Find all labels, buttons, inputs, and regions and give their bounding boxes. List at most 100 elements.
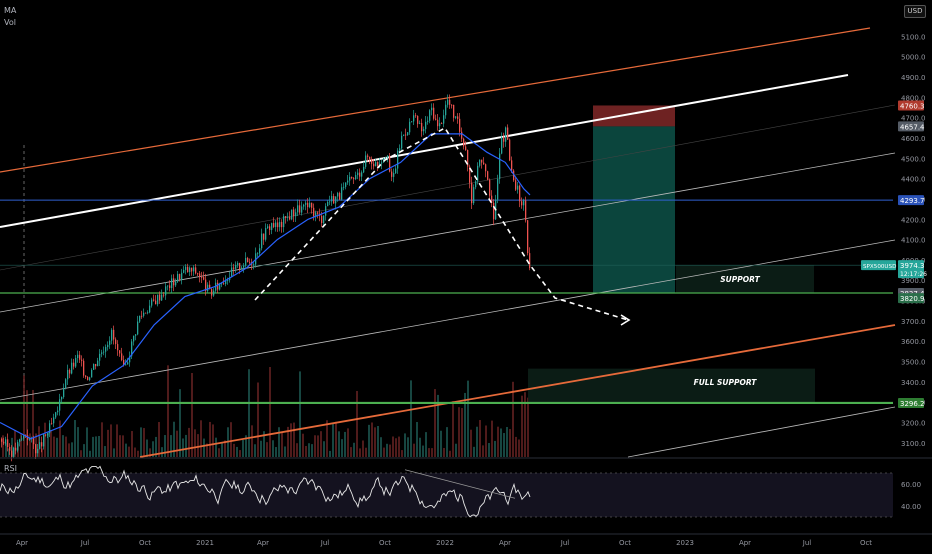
volume-bar: [326, 420, 328, 457]
price-label-text: 4657.4: [900, 123, 925, 131]
candle-body: [349, 176, 351, 181]
volume-bar: [167, 365, 169, 457]
candle-body: [337, 193, 339, 197]
candle-body: [447, 99, 449, 105]
vol-legend[interactable]: Vol: [4, 18, 16, 27]
candle-body: [201, 277, 203, 278]
candle-body: [119, 350, 121, 354]
candle-body: [483, 162, 485, 165]
take-profit-zone[interactable]: [593, 126, 675, 294]
candle-body: [445, 104, 447, 116]
rsi-trendline[interactable]: [404, 469, 516, 499]
volume-bar: [5, 443, 7, 457]
volume-bar: [335, 421, 337, 457]
candle-body: [475, 181, 477, 188]
rsi-tick-label: 40.00: [901, 503, 921, 511]
candle-body: [359, 172, 361, 177]
candle-body: [141, 315, 143, 317]
lower-channel-line[interactable]: [139, 324, 896, 458]
volume-bar: [203, 438, 205, 457]
trendlines: [0, 27, 896, 458]
candle-body: [249, 262, 251, 263]
volume-bar: [329, 450, 331, 457]
volume-bar: [20, 433, 22, 457]
time-tick-label: 2021: [196, 539, 214, 547]
volume-bar: [206, 443, 208, 457]
volume-bar: [164, 435, 166, 457]
candle-body: [57, 410, 59, 413]
price-tick-label: 4500.0: [901, 155, 926, 163]
price-tick-label: 4400.0: [901, 176, 926, 184]
bottom-channel-line[interactable]: [627, 406, 896, 458]
volume-bar: [290, 423, 292, 457]
full-support-zone: [528, 368, 815, 403]
moving-average-line[interactable]: [0, 133, 531, 440]
stop-loss-zone[interactable]: [593, 105, 675, 127]
candle-body: [39, 442, 41, 449]
currency-button[interactable]: USD: [904, 5, 926, 18]
candle-body: [353, 178, 355, 180]
price-label: 12:17:26: [898, 268, 927, 279]
price-tick-label: 3200.0: [901, 419, 926, 427]
candle-body: [245, 257, 247, 266]
mid-channel-line[interactable]: [0, 152, 896, 313]
candle-body: [287, 216, 289, 218]
candle-body: [41, 442, 43, 447]
price-axis[interactable]: 3100.03200.03300.03400.03500.03600.03700…: [901, 33, 926, 447]
volume-bar: [107, 429, 109, 457]
candle-body: [197, 273, 199, 275]
time-tick-label: Oct: [860, 539, 872, 547]
volume-bar: [71, 442, 73, 457]
candle-body: [213, 290, 215, 296]
price-tick-label: 4100.0: [901, 237, 926, 245]
price-label-text: 3820.9: [900, 295, 925, 303]
candle-body: [429, 110, 431, 121]
candle-body: [211, 289, 213, 296]
candle-body: [221, 283, 223, 285]
volume-bar: [449, 450, 451, 457]
candle-body: [367, 155, 369, 157]
main-trendline[interactable]: [0, 74, 849, 228]
upper-channel-line[interactable]: [0, 27, 871, 173]
candle-body: [167, 285, 169, 287]
candle-body: [461, 131, 463, 139]
candle-body: [187, 266, 189, 273]
volume-bar: [413, 443, 415, 457]
candle-body: [203, 277, 205, 280]
volume-bar: [212, 424, 214, 457]
volume-bars: [2, 365, 529, 457]
candle-body: [295, 212, 297, 217]
candle-body: [101, 352, 103, 354]
volume-bar: [110, 424, 112, 457]
volume-bar: [407, 437, 409, 457]
volume-bar: [116, 424, 118, 457]
candle-body: [59, 399, 61, 411]
ma-legend[interactable]: MA: [4, 6, 17, 15]
candle-body: [73, 362, 75, 367]
candle-body: [3, 441, 5, 444]
volume-bar: [299, 371, 301, 457]
volume-bar: [47, 431, 49, 457]
lower-mid-channel-line[interactable]: [0, 239, 896, 401]
time-tick-label: Jul: [80, 539, 90, 547]
rsi-line[interactable]: [0, 465, 531, 518]
volume-bar: [155, 436, 157, 457]
candle-body: [435, 118, 437, 120]
volume-bar: [32, 389, 34, 457]
volume-bar: [176, 430, 178, 457]
candle-body: [93, 363, 95, 370]
projection-path[interactable]: [254, 126, 629, 321]
candle-body: [81, 359, 83, 361]
candle-body: [67, 369, 69, 380]
price-label-box: [898, 121, 924, 132]
candle-body: [481, 159, 483, 163]
candle-body: [79, 354, 81, 360]
candle-body: [473, 187, 475, 204]
rsi-legend[interactable]: RSI: [4, 464, 17, 473]
candle-body: [219, 283, 221, 290]
time-tick-label: Jul: [802, 539, 812, 547]
price-label: 4657.4: [898, 121, 925, 132]
volume-bar: [527, 397, 529, 457]
